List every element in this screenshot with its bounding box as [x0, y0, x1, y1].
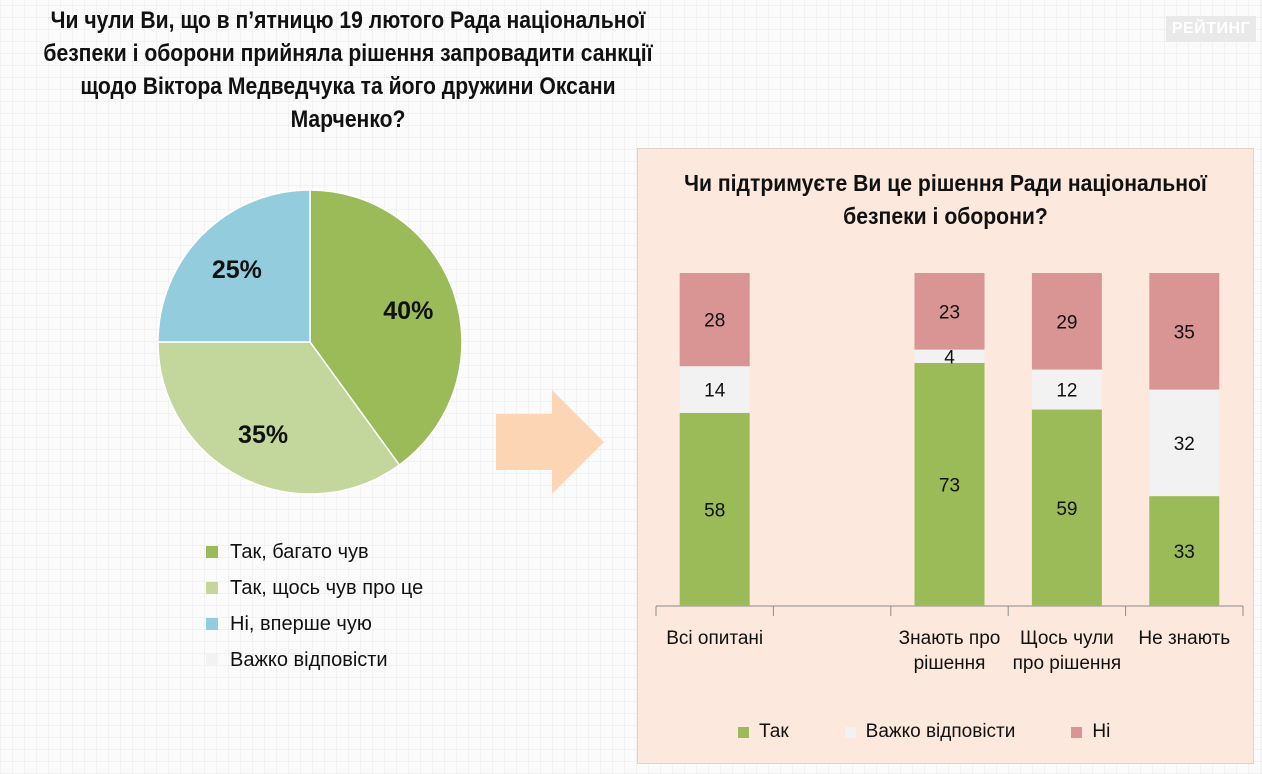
pie-data-label: 40% [383, 297, 433, 325]
bar-data-label: 73 [939, 475, 960, 496]
bar-data-label: 32 [1174, 434, 1195, 455]
awareness-pie-chart: 40% 35% 25% [157, 189, 463, 495]
legend-label: Так, щось чув про це [230, 576, 424, 599]
bar-data-label: 35 [1174, 322, 1195, 343]
category-label: про рішення [1013, 653, 1122, 674]
bar-segment [679, 412, 750, 606]
bar-segment [1031, 409, 1102, 606]
pie-legend-item: Так, багато чув [206, 534, 423, 570]
support-bar-chart: Всі опитані 58 14 28 Знають про рішення 73 4 23 Щ… [655, 273, 1244, 674]
pie-legend-item: Важко відповісти [206, 642, 423, 678]
bar-segment [914, 273, 985, 350]
bar-legend-item: Важко відповісти [844, 721, 1016, 743]
arrow-right-icon [496, 390, 604, 494]
bar-data-label: 33 [1174, 542, 1195, 563]
legend-swatch-vazhko-vidpovisty [844, 726, 856, 738]
legend-label: Важко відповісти [865, 721, 1016, 742]
arrow-shape [496, 390, 604, 494]
pie-data-label: 25% [212, 256, 262, 284]
legend-swatch-tak-shchos [206, 582, 218, 594]
pie-slice [309, 189, 463, 467]
pie-data-label: 35% [238, 421, 288, 449]
category-label: рішення [914, 653, 986, 674]
pie-legend-item: Так, щось чув про це [206, 570, 423, 606]
bar-data-label: 59 [1056, 499, 1077, 520]
legend-label: Ні [1092, 721, 1111, 742]
question-title: Чи чули Ви, що в п’ятницю 19 лютого Рада… [43, 7, 653, 133]
pie-slice [157, 189, 311, 343]
legend-swatch-tak-bahato [206, 546, 218, 558]
bar-segment [679, 273, 750, 367]
support-chart-panel: Чи підтримуєте Ви це рішення Ради націон… [637, 148, 1254, 764]
rating-logo: РЕЙТИНГ [1166, 16, 1256, 42]
category-label: Не знають [1138, 628, 1230, 649]
legend-swatch-ni [206, 618, 218, 630]
bar-segment [1031, 369, 1102, 410]
bar-data-label: 23 [939, 302, 960, 323]
legend-label: Так, багато чув [230, 540, 369, 563]
bar-segment [1149, 389, 1220, 497]
pie-slice [157, 341, 401, 495]
bar-segment [914, 349, 985, 363]
bar-segment [679, 366, 750, 413]
legend-label: Ні, вперше чую [230, 612, 372, 635]
bar-data-label: 12 [1056, 381, 1077, 402]
bar-segment [1149, 273, 1220, 390]
legend-label: Важко відповісти [230, 648, 388, 671]
category-label: Щось чули [1020, 628, 1114, 649]
bar-data-label: 14 [704, 381, 726, 402]
bar-data-label: 58 [704, 500, 725, 521]
legend-swatch-tak [738, 726, 749, 738]
legend-label: Так [759, 721, 789, 742]
bar-data-label: 28 [704, 311, 725, 332]
legend-swatch-ni-red [1071, 726, 1083, 738]
pie-legend: Так, багато чув Так, щось чув про це Ні,… [206, 534, 423, 678]
legend-swatch-vazhko [206, 654, 218, 666]
support-chart-title: Чи підтримуєте Ви це рішення Ради націон… [684, 170, 1207, 229]
bar-data-label: 29 [1056, 312, 1077, 333]
bar-segment [914, 362, 985, 606]
category-label: Всі опитані [666, 628, 763, 649]
bar-data-label: 4 [944, 347, 955, 368]
category-label: Знають про [899, 628, 1001, 649]
bar-legend-item: Ні [1071, 721, 1110, 743]
pie-legend-item: Ні, вперше чую [206, 606, 423, 642]
bar-legend-item: Так [738, 721, 789, 743]
bar-segment [1149, 496, 1220, 606]
bar-legend: Так Важко відповісти Ні [738, 721, 1166, 743]
bar-segment [1031, 273, 1102, 370]
